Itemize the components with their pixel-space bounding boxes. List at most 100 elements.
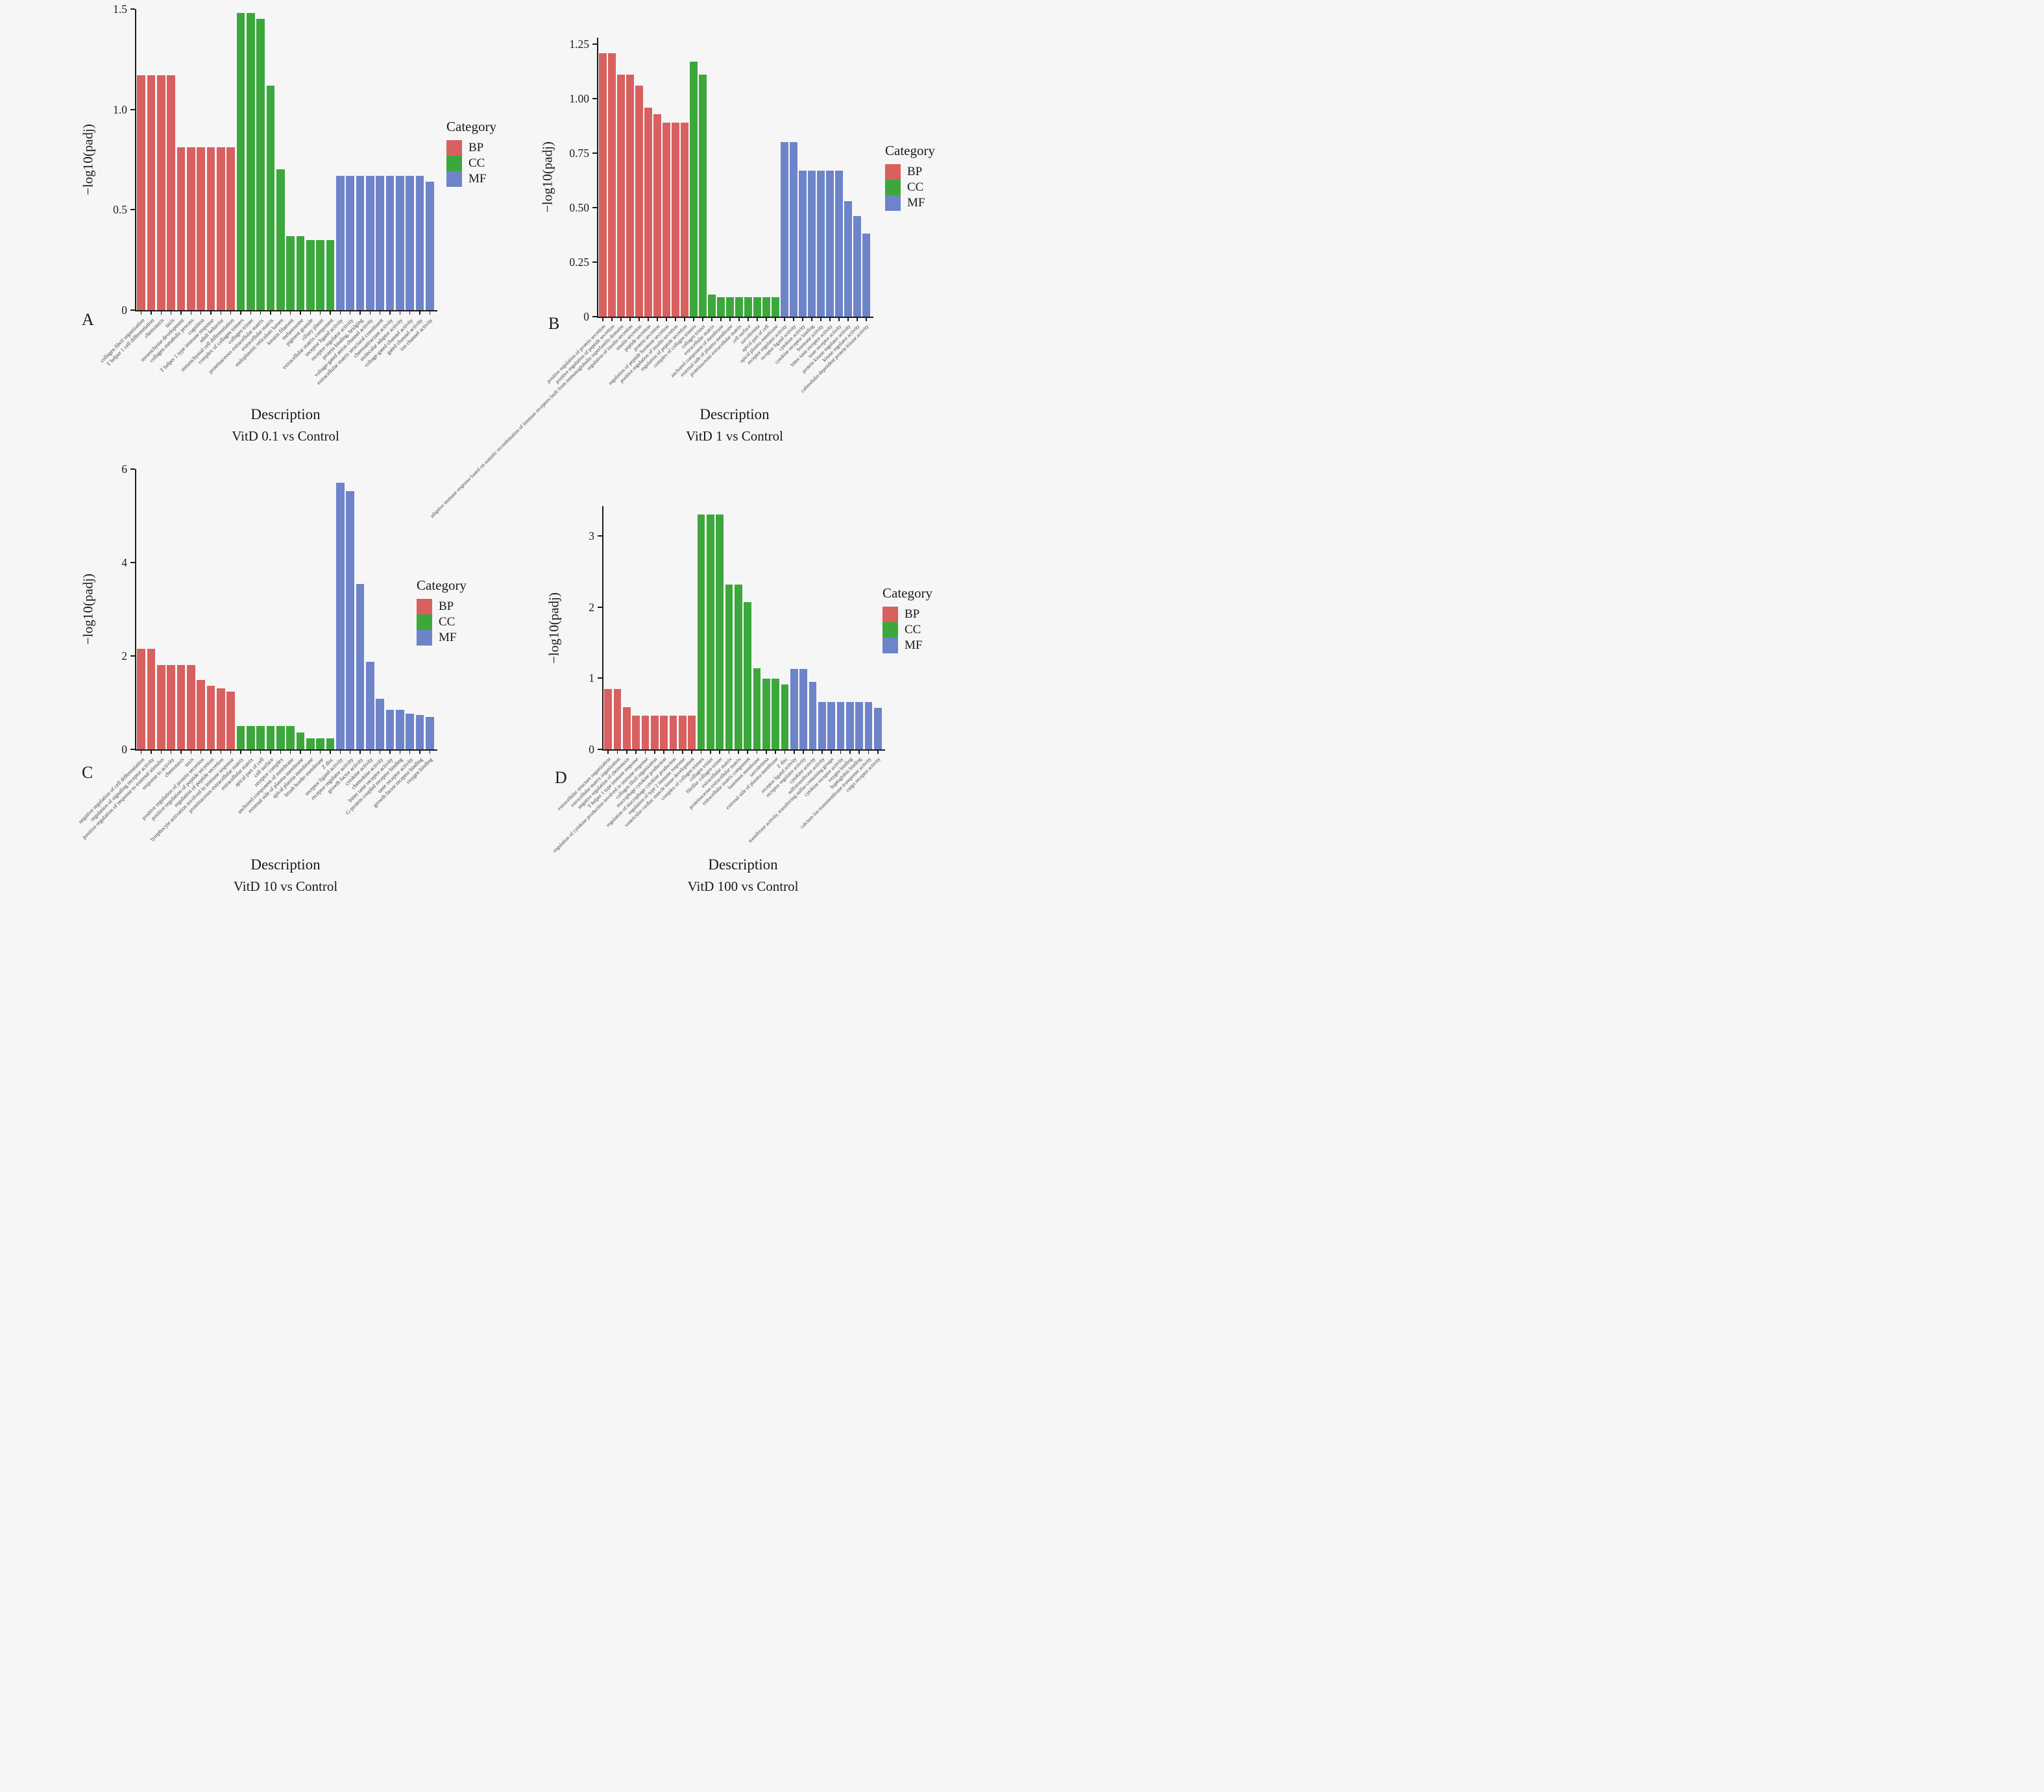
x-tick <box>310 750 311 754</box>
y-tick-label: 1.25 <box>569 38 589 51</box>
x-tick <box>702 317 703 321</box>
bar-cc <box>699 75 707 317</box>
x-category-label: positive regulation of response to exter… <box>80 756 165 841</box>
x-category-label: T helper 1 cell differentiation <box>104 317 156 367</box>
x-tick <box>620 317 622 321</box>
bar-cc <box>717 297 725 317</box>
x-tick <box>429 311 431 315</box>
bar-cc <box>306 239 315 310</box>
panel-letter: D <box>555 768 567 787</box>
bar-bp <box>688 716 696 749</box>
x-tick <box>682 750 683 754</box>
legend-items: BP CC MF <box>446 140 496 187</box>
x-tick <box>629 317 631 321</box>
legend-label: BP <box>907 165 923 178</box>
bar-mf <box>835 170 843 317</box>
x-tick <box>289 311 291 315</box>
bar-bp <box>617 75 625 317</box>
legend: Category BP CC MF <box>417 577 467 646</box>
bar-chart-vitd-1: positive regulation of protein secretion… <box>429 0 1022 519</box>
legend-items: BP CC MF <box>885 164 935 211</box>
x-tick <box>289 750 291 754</box>
bar-mf <box>385 709 395 749</box>
legend: Category BP CC MF <box>885 143 935 211</box>
y-tick-label: 0 <box>583 310 589 323</box>
bar-bp <box>216 688 225 749</box>
x-tick <box>190 750 192 754</box>
x-tick <box>648 317 649 321</box>
x-axis-line <box>597 317 873 318</box>
legend-label: BP <box>905 607 920 621</box>
y-tick <box>130 468 135 470</box>
x-tick <box>349 750 351 754</box>
x-tick <box>840 750 842 754</box>
x-tick <box>775 750 776 754</box>
x-tick <box>300 750 301 754</box>
legend-swatch-mf <box>882 638 898 653</box>
x-tick <box>766 317 767 321</box>
y-axis-line <box>597 38 598 318</box>
legend-label: CC <box>439 615 456 629</box>
y-axis-line <box>602 506 603 751</box>
bar-cc <box>735 297 743 317</box>
bar-cc <box>256 19 265 310</box>
bar-mf <box>781 142 788 317</box>
y-tick <box>598 535 602 537</box>
bar-cc <box>286 726 295 749</box>
y-axis-line <box>135 9 136 311</box>
bar-cc <box>772 297 779 317</box>
x-tick <box>409 750 411 754</box>
x-tick <box>847 317 849 321</box>
x-tick <box>310 311 311 315</box>
bar-cc <box>697 515 705 749</box>
bar-mf <box>817 170 825 317</box>
x-tick <box>330 750 331 754</box>
bar-bp <box>626 75 634 317</box>
bar-cc <box>762 679 770 749</box>
x-tick <box>821 750 823 754</box>
x-tick <box>180 750 182 754</box>
legend-label: MF <box>439 631 457 644</box>
x-tick <box>831 750 832 754</box>
bar-bp <box>622 707 631 749</box>
chart-subtitle: VitD 0.1 vs Control <box>232 428 339 444</box>
x-tick <box>170 311 172 315</box>
panel-vitd-100: extracellular structure organization extr… <box>511 448 1022 896</box>
x-axis-title: Description <box>250 406 321 422</box>
panel-letter: C <box>82 763 93 782</box>
bar-cc <box>276 169 285 310</box>
legend-swatch-cc <box>446 156 462 171</box>
x-tick <box>280 311 282 315</box>
legend-label: CC <box>907 180 924 194</box>
y-tick <box>130 655 135 657</box>
x-tick <box>210 311 212 315</box>
bar-bp <box>660 716 668 749</box>
y-tick <box>130 209 135 211</box>
bar-mf <box>365 661 374 749</box>
y-tick <box>130 8 135 10</box>
legend-item-bp: BP <box>882 607 932 622</box>
x-tick <box>140 750 142 754</box>
bar-cc <box>726 297 734 317</box>
x-tick <box>240 750 241 754</box>
chart-subtitle: VitD 100 vs Control <box>687 878 799 894</box>
x-tick <box>300 311 301 315</box>
x-tick <box>693 317 694 321</box>
bar-mf <box>827 701 836 749</box>
legend-label: MF <box>905 638 923 652</box>
bar-bp <box>653 114 661 317</box>
x-tick <box>151 311 152 315</box>
bar-cc <box>246 726 255 749</box>
x-axis-line <box>135 749 437 751</box>
legend-item-mf: MF <box>882 638 932 653</box>
bar-bp <box>197 680 206 749</box>
x-axis-title: Description <box>250 856 321 873</box>
bar-cc <box>296 236 305 310</box>
legend-label: CC <box>905 623 921 636</box>
bar-bp <box>206 686 215 749</box>
y-tick-label: 0 <box>121 743 127 756</box>
bar-bp <box>147 75 156 310</box>
bar-cc <box>734 584 742 749</box>
x-tick <box>812 750 814 754</box>
y-axis-line <box>135 469 136 751</box>
